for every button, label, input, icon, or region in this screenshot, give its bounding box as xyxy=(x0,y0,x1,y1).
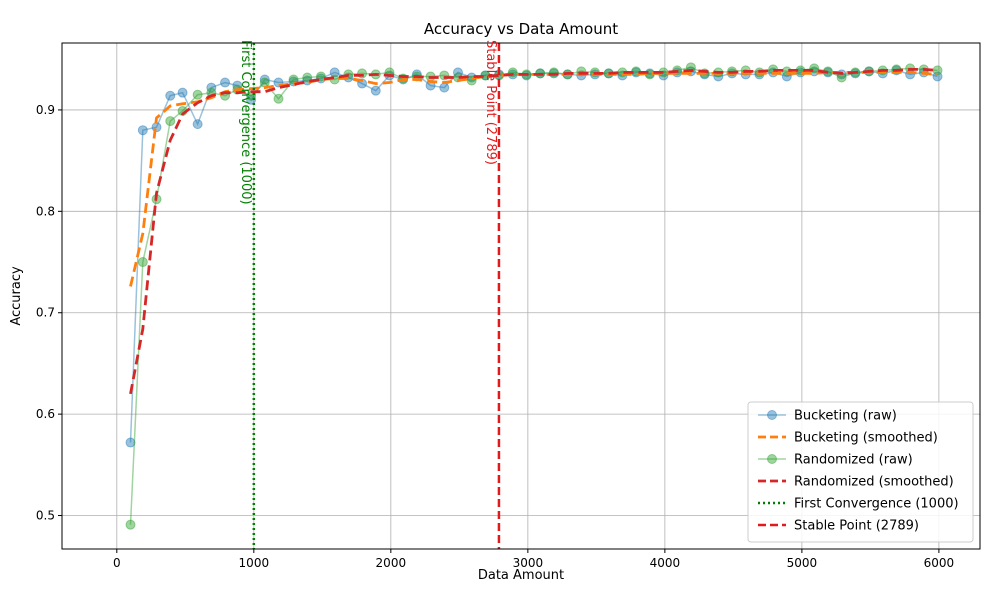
legend-item-randomized-raw: Randomized (raw) xyxy=(758,453,913,468)
legend-item-randomized-smoothed: Randomized (smoothed) xyxy=(758,475,954,490)
y-tick-label: 0.6 xyxy=(36,407,55,421)
legend-item-bucketing-raw: Bucketing (raw) xyxy=(758,409,897,424)
legend-marker xyxy=(767,410,777,420)
randomized-raw-point xyxy=(932,65,943,76)
chart-title: Accuracy vs Data Amount xyxy=(424,20,618,38)
randomized-raw-point xyxy=(302,72,313,83)
legend-label: Bucketing (raw) xyxy=(794,409,897,424)
y-axis-label: Accuracy xyxy=(9,266,24,326)
bucketing-raw-point xyxy=(259,74,270,85)
bucketing-raw-point xyxy=(932,71,943,82)
x-tick-label: 3000 xyxy=(513,556,544,570)
randomized-raw-point xyxy=(288,74,299,85)
bucketing-raw-point xyxy=(452,67,463,78)
bucketing-raw-point xyxy=(220,77,231,88)
legend-item-stable-point-2789: Stable Point (2789) xyxy=(758,519,919,534)
legend-box xyxy=(747,401,974,543)
bucketing-raw-point xyxy=(151,122,162,133)
x-tick-label: 5000 xyxy=(787,556,818,570)
bucketing-raw-point xyxy=(329,67,340,78)
randomized-raw-point xyxy=(125,519,136,530)
legend-marker xyxy=(767,454,777,464)
legend-item-bucketing-smoothed: Bucketing (smoothed) xyxy=(758,431,938,446)
bucketing-raw-point xyxy=(192,119,203,130)
bucketing-raw-point xyxy=(165,90,176,101)
randomized-raw-point xyxy=(165,116,176,127)
y-tick-label: 0.7 xyxy=(36,306,55,320)
x-tick-label: 6000 xyxy=(924,556,955,570)
legend-label: First Convergence (1000) xyxy=(794,497,959,512)
y-tick-label: 0.8 xyxy=(36,204,55,218)
y-tick-label: 0.5 xyxy=(36,509,55,523)
x-tick-label: 2000 xyxy=(376,556,407,570)
bucketing-raw-point xyxy=(137,125,148,136)
randomized-raw-point xyxy=(273,93,284,104)
legend: Bucketing (raw) Bucketing (smoothed) Rando… xyxy=(747,401,974,543)
plot-content xyxy=(125,43,943,549)
y-tick-label: 0.9 xyxy=(36,103,55,117)
randomized-raw-point xyxy=(137,257,148,268)
randomized-raw-point xyxy=(192,89,203,100)
x-axis-label: Data Amount xyxy=(478,568,564,583)
vline-annotation: Stable Point (2789) xyxy=(483,40,498,165)
bucketing-raw-point xyxy=(439,82,450,93)
bucketing-smoothed-line xyxy=(129,71,938,287)
grid xyxy=(62,43,980,549)
bucketing-raw-point xyxy=(206,82,217,93)
y-axis: 0.5 0.6 0.7 0.8 0.9 xyxy=(36,103,62,523)
bucketing-raw-point xyxy=(177,87,188,98)
randomized-raw-point xyxy=(259,77,270,88)
plot-frame xyxy=(61,42,981,550)
vline-annotation: First Convergence (1000) xyxy=(238,40,253,205)
x-tick-label: 4000 xyxy=(650,556,681,570)
bucketing-raw-point xyxy=(125,437,136,448)
x-axis: 0 1000 2000 3000 4000 5000 6000 xyxy=(113,549,954,570)
bucketing-raw-point xyxy=(370,85,381,96)
legend-label: Randomized (raw) xyxy=(794,453,913,468)
legend-label: Bucketing (smoothed) xyxy=(794,431,938,446)
x-tick-label: 0 xyxy=(113,556,121,570)
legend-label: Stable Point (2789) xyxy=(794,519,919,534)
x-tick-label: 1000 xyxy=(239,556,270,570)
legend-item-first-convergence-1000: First Convergence (1000) xyxy=(758,497,959,512)
bucketing-raw-point xyxy=(246,94,257,105)
legend-label: Randomized (smoothed) xyxy=(794,475,954,490)
